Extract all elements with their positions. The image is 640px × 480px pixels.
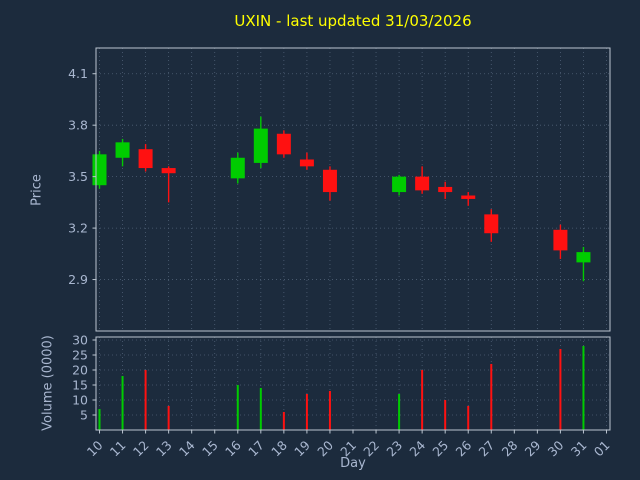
volume-tick-label: 15 — [72, 378, 88, 393]
x-tick-label: 31 — [568, 438, 590, 460]
volume-panel-border — [95, 336, 611, 431]
x-tick-label: 19 — [291, 437, 313, 459]
candle-body-day-31 — [576, 252, 591, 263]
candle-body-day-26 — [461, 195, 476, 199]
x-axis-label: Day — [340, 456, 366, 471]
volume-tick-label: 30 — [72, 333, 88, 348]
candle-body-day-30 — [553, 229, 568, 251]
candle-body-day-16 — [230, 157, 245, 179]
price-tick-label: 3.2 — [68, 221, 88, 236]
price-tick-label: 3.5 — [68, 169, 88, 184]
candle-body-day-13 — [161, 168, 176, 174]
x-tick-label: 25 — [429, 438, 451, 460]
volume-tick-label: 5 — [80, 408, 88, 423]
x-tick-label: 26 — [452, 437, 474, 459]
x-tick-label: 14 — [176, 437, 198, 459]
candle-body-day-27 — [484, 214, 499, 234]
x-tick-label: 10 — [84, 437, 106, 459]
price-panel-border — [95, 47, 611, 332]
candle-body-day-17 — [253, 128, 268, 163]
candle-body-day-23 — [392, 176, 407, 193]
x-tick-label: 29 — [522, 437, 544, 459]
x-tick-label: 22 — [360, 438, 382, 460]
x-tick-label: 01 — [591, 438, 613, 460]
candle-body-day-19 — [299, 159, 314, 167]
x-tick-label: 20 — [314, 437, 336, 459]
price-tick-label: 2.9 — [68, 272, 88, 287]
x-tick-label: 30 — [545, 437, 567, 459]
price-tick-label: 4.1 — [68, 66, 88, 81]
volume-tick-label: 20 — [72, 363, 88, 378]
candle-body-day-25 — [438, 186, 453, 193]
chart-title: UXIN - last updated 31/03/2026 — [234, 12, 472, 30]
volume-tick-label: 10 — [72, 393, 88, 408]
candle-body-day-12 — [138, 149, 153, 169]
volume-tick-label: 25 — [72, 348, 88, 363]
x-tick-label: 28 — [499, 437, 521, 459]
candle-body-day-10 — [92, 154, 107, 186]
candle-body-day-24 — [415, 176, 430, 191]
x-tick-label: 11 — [107, 438, 129, 460]
x-tick-label: 23 — [383, 438, 405, 460]
x-tick-label: 12 — [130, 438, 152, 460]
candle-body-day-18 — [276, 133, 291, 155]
x-tick-label: 24 — [406, 437, 428, 459]
x-tick-label: 13 — [153, 438, 175, 460]
x-tick-label: 21 — [337, 438, 359, 460]
price-tick-label: 3.8 — [68, 118, 88, 133]
x-tick-label: 27 — [476, 438, 498, 460]
candle-body-day-20 — [322, 169, 337, 193]
x-tick-label: 16 — [222, 437, 244, 459]
candle-body-day-11 — [115, 142, 130, 158]
x-tick-label: 17 — [245, 438, 267, 460]
x-tick-label: 15 — [199, 438, 221, 460]
x-tick-label: 18 — [268, 437, 290, 459]
